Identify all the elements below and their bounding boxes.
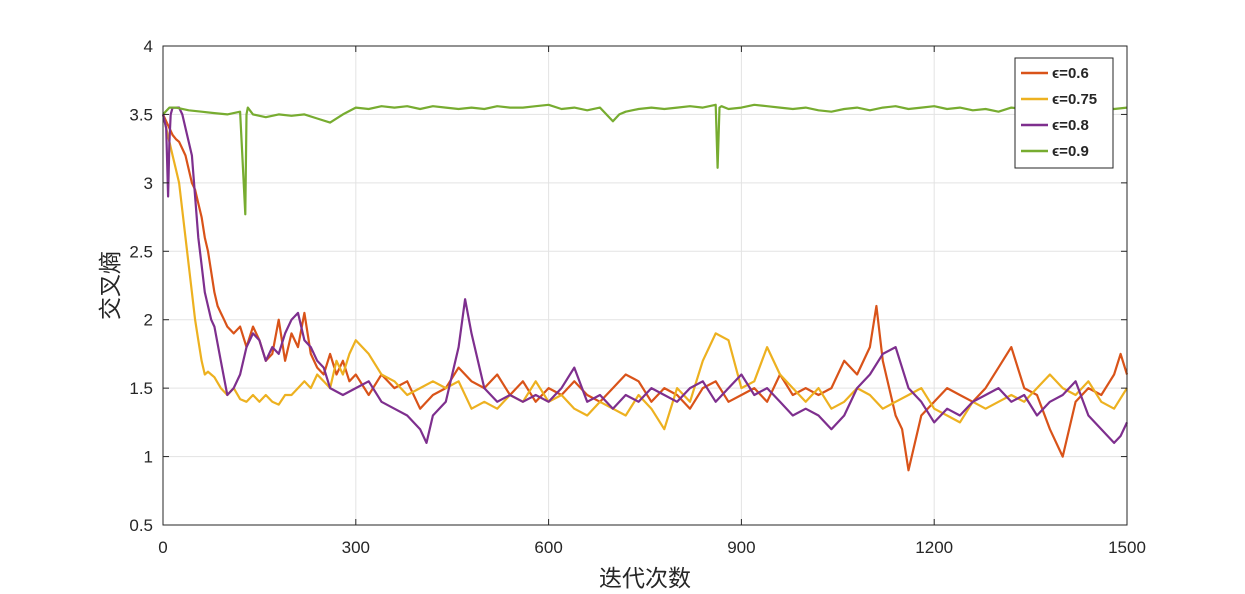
axis-ticks: 0 300 600 900 1200 1500 0.5 1 1.5 2 2.5 3 3.5 4 [129, 37, 1146, 557]
y-tick-label: 1.5 [129, 379, 153, 398]
legend-label: ϵ=0.75 [1052, 91, 1097, 108]
y-tick-label: 3.5 [129, 105, 153, 124]
x-tick-label: 600 [534, 538, 562, 557]
grid-lines [163, 46, 1127, 525]
series-lines [161, 103, 1129, 472]
x-tick-label: 0 [158, 538, 167, 557]
x-tick-label: 300 [342, 538, 370, 557]
series-line-1 [162, 113, 1129, 472]
legend-label: ϵ=0.8 [1052, 117, 1089, 134]
y-tick-label: 4 [144, 37, 153, 56]
legend: ϵ=0.6 ϵ=0.75 ϵ=0.8 ϵ=0.9 [1014, 57, 1114, 169]
y-tick-label: 3 [144, 174, 153, 193]
legend-label: ϵ=0.9 [1052, 143, 1089, 160]
series-line-3 [161, 106, 1128, 444]
legend-box [1014, 57, 1114, 169]
x-axis-label: 迭代次数 [599, 566, 691, 592]
y-tick-label: 2.5 [129, 242, 153, 261]
series-line-2 [161, 114, 1128, 431]
legend-label: ϵ=0.6 [1052, 65, 1089, 82]
y-axis-label: 交叉熵 [98, 251, 124, 320]
series-line-4 [162, 103, 1128, 216]
y-tick-label: 0.5 [129, 516, 153, 535]
x-tick-label: 1500 [1108, 538, 1146, 557]
y-tick-label: 1 [144, 448, 153, 467]
y-tick-label: 2 [144, 311, 153, 330]
x-tick-label: 1200 [915, 538, 953, 557]
plot-frame [162, 45, 1128, 526]
x-tick-label: 900 [727, 538, 755, 557]
